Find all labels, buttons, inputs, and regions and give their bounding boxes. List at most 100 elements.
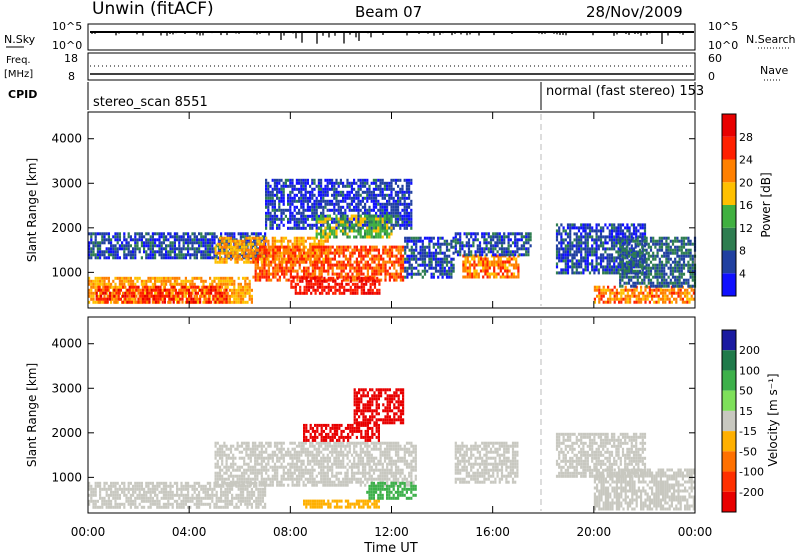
power-cell: [566, 262, 570, 266]
power-cell: [247, 251, 250, 255]
power-cell: [467, 253, 471, 257]
power-cell: [392, 211, 395, 215]
power-cell: [378, 279, 381, 283]
power-cell: [441, 272, 444, 276]
power-cell: [408, 257, 411, 261]
power-cell: [309, 248, 312, 252]
power-cell: [643, 223, 647, 227]
power-cell: [322, 260, 325, 264]
power-cell: [504, 275, 507, 279]
power-cell: [619, 239, 622, 243]
power-cell: [184, 256, 187, 260]
power-cell: [638, 242, 642, 246]
power-cell: [566, 244, 570, 248]
power-cell: [216, 260, 219, 264]
power-cell: [360, 248, 363, 252]
power-cell: [88, 288, 91, 292]
power-cell: [326, 214, 329, 218]
power-cell: [348, 181, 351, 185]
power-cell: [169, 247, 172, 251]
power-cell: [510, 272, 513, 276]
power-cell: [198, 250, 201, 254]
power-cell: [273, 239, 277, 243]
power-cell: [618, 291, 621, 295]
power-cell: [357, 211, 360, 215]
power-cell: [560, 232, 563, 236]
power-cell: [382, 257, 385, 261]
power-cell: [159, 288, 162, 292]
power-cell: [134, 291, 137, 295]
power-cell: [395, 275, 398, 279]
power-cell: [269, 223, 272, 227]
power-cell: [223, 251, 226, 255]
power-cell: [610, 265, 614, 269]
power-cell: [328, 187, 331, 191]
power-cell: [619, 272, 622, 276]
power-cell: [339, 217, 342, 221]
power-cell: [478, 247, 482, 251]
power-cell: [104, 297, 107, 301]
power-cell: [103, 250, 106, 254]
power-cell: [629, 297, 632, 301]
power-cell: [251, 242, 255, 246]
power-cell: [342, 248, 345, 252]
power-cell: [311, 245, 314, 249]
power-cell: [226, 300, 229, 304]
power-cell: [575, 247, 578, 251]
power-cell: [622, 291, 625, 295]
power-cell: [315, 220, 318, 224]
power-cell: [235, 300, 238, 304]
power-cell: [299, 288, 302, 292]
power-cell: [202, 235, 205, 239]
power-cell: [388, 181, 391, 185]
power-cell: [225, 294, 228, 298]
power-cell: [393, 260, 396, 264]
power-cell: [335, 214, 338, 218]
power-cell: [566, 253, 570, 257]
power-cell: [215, 282, 218, 286]
power-cell: [326, 178, 329, 182]
power-cell: [191, 291, 194, 295]
power-cell: [287, 260, 290, 264]
power-cell: [280, 254, 283, 258]
power-cell: [637, 294, 640, 298]
power-cell: [677, 291, 680, 295]
power-cell: [619, 223, 622, 227]
power-cell: [114, 235, 117, 239]
power-cell: [645, 260, 648, 264]
power-cell: [318, 279, 322, 283]
power-cell: [187, 247, 190, 251]
power-cell: [244, 279, 247, 283]
power-cell: [580, 256, 583, 260]
power-cell: [392, 205, 395, 209]
power-cell: [662, 300, 665, 304]
power-cell: [386, 220, 389, 224]
power-cell: [361, 181, 364, 185]
power-cell: [408, 202, 411, 206]
power-cell: [90, 253, 93, 257]
power-cell: [375, 211, 378, 215]
power-cell: [366, 251, 369, 255]
power-cell: [584, 262, 587, 266]
power-cell: [265, 263, 268, 267]
power-cell: [641, 278, 644, 282]
power-cell: [481, 253, 484, 257]
power-cell: [577, 262, 581, 266]
power-cell: [223, 245, 226, 249]
power-cell: [239, 291, 242, 295]
power-cell: [608, 268, 611, 272]
power-cell: [353, 223, 356, 227]
power-cell: [133, 285, 136, 289]
power-cell: [92, 294, 95, 298]
power-cell: [518, 232, 521, 236]
power-cell: [621, 266, 624, 270]
power-cell: [265, 190, 268, 194]
power-cell: [326, 220, 329, 224]
power-cell: [249, 242, 252, 246]
power-cell: [692, 297, 695, 301]
power-cell: [149, 285, 152, 289]
power-cell: [383, 181, 386, 185]
power-cell: [625, 266, 628, 270]
power-cell: [206, 238, 209, 242]
power-cell: [645, 239, 648, 243]
